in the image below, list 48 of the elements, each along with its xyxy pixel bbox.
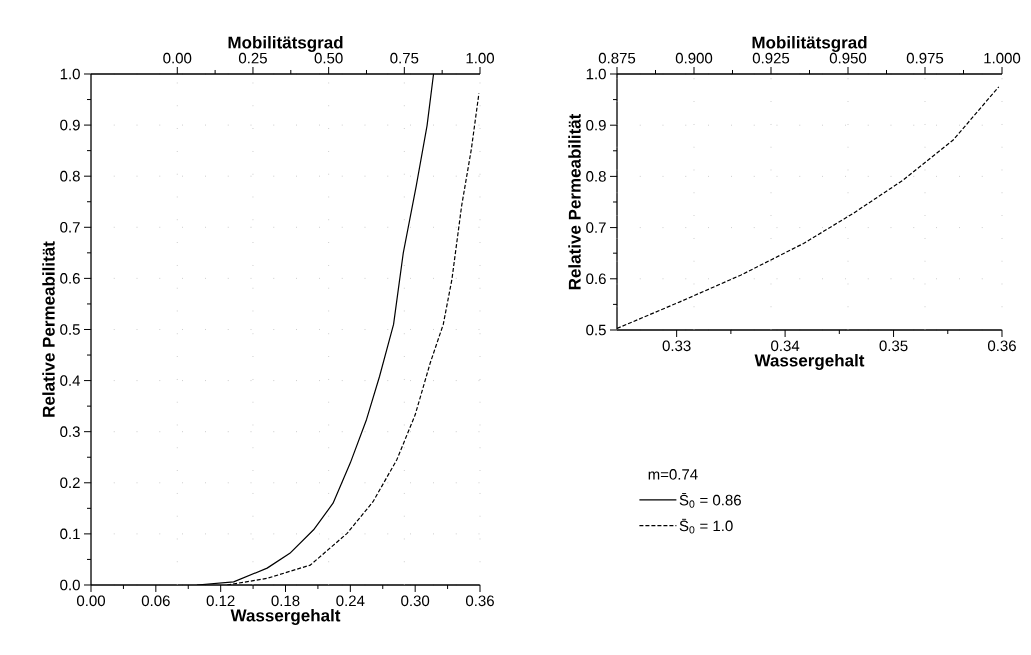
y-tick-label: 0.5: [586, 324, 606, 336]
y-tick-label: 1.0: [60, 68, 80, 80]
x-axis-title: Wassergehalt: [230, 609, 341, 625]
y-tick-label: 0.2: [60, 477, 80, 489]
y-tick-label: 0.6: [60, 273, 80, 284]
x2-axis-title: Mobilitätsgrad: [752, 36, 867, 52]
x2-tick-label: 0.900: [675, 52, 713, 64]
y-tick-label: 0.3: [60, 426, 80, 437]
legend-label: S̄$_{0}$ = 0.86: [679, 493, 741, 508]
y-tick-label: 0.7: [586, 222, 606, 233]
x2-tick-label: 0.25: [238, 52, 267, 64]
x-tick-label: 0.36: [987, 340, 1016, 352]
y-tick-label: 0.7: [60, 221, 80, 233]
y-tick-label: 0.1: [60, 528, 80, 540]
x-tick-label: 0.36: [465, 595, 494, 607]
legend-label: S̄$_{0}$ = 1.0: [679, 518, 733, 534]
y-tick-label: 0.9: [60, 119, 80, 131]
y-tick-label: 0.6: [586, 273, 606, 285]
y-axis-title: Relative Permeabilität: [42, 241, 55, 417]
x2-tick-label: 0.75: [390, 52, 419, 64]
x-tick-label: 0.12: [206, 595, 235, 607]
x2-tick-label: 0.50: [314, 52, 343, 64]
x2-axis-title: Mobilitätsgrad: [228, 36, 343, 52]
legend-title: m=0.74: [648, 469, 698, 480]
x2-tick-label: 0.950: [829, 52, 867, 64]
y-tick-label: 0.4: [60, 375, 81, 386]
y-tick-label: 0.5: [60, 324, 80, 335]
x-tick-label: 0.33: [662, 340, 691, 352]
x-tick-label: 0.24: [336, 595, 365, 607]
x2-tick-label: 0.975: [906, 52, 944, 64]
y-tick-label: 0.8: [60, 170, 80, 182]
x-tick-label: 0.18: [271, 595, 300, 607]
x-tick-label: 0.30: [401, 595, 430, 607]
y-tick-label: 1.0: [586, 68, 606, 80]
y-axis-title: Relative Permeabilität: [568, 113, 581, 290]
x-tick-label: 0.00: [76, 595, 106, 607]
x2-tick-label: 0.00: [163, 52, 192, 64]
x-tick-label: 0.35: [879, 340, 908, 352]
x2-tick-label: 1.000: [984, 52, 1021, 64]
x-tick-label: 0.34: [771, 340, 800, 352]
y-tick-label: 0.0: [60, 579, 80, 591]
x-axis-title: Wassergehalt: [754, 354, 865, 370]
x2-tick-label: 1.00: [466, 52, 495, 64]
x2-tick-label: 0.925: [752, 52, 790, 64]
y-tick-label: 0.9: [586, 119, 606, 131]
y-tick-label: 0.8: [586, 171, 606, 182]
x-tick-label: 0.06: [141, 595, 170, 607]
x2-tick-label: 0.875: [598, 52, 636, 64]
